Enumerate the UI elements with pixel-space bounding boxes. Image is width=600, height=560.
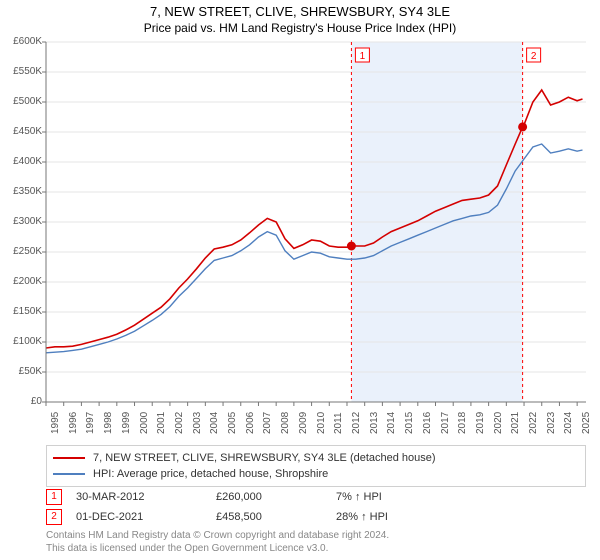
y-tick-label: £0: [0, 396, 42, 407]
y-tick-label: £150K: [0, 306, 42, 317]
x-tick-label: 2004: [209, 412, 220, 434]
legend-swatch-2: [53, 473, 85, 475]
x-tick-label: 2024: [563, 412, 574, 434]
x-tick-label: 2018: [457, 412, 468, 434]
x-tick-label: 2005: [227, 412, 238, 434]
y-tick-label: £500K: [0, 96, 42, 107]
x-tick-label: 2001: [156, 412, 167, 434]
x-tick-label: 1998: [103, 412, 114, 434]
transaction-price-2: £458,500: [216, 511, 336, 523]
x-tick-label: 2003: [192, 412, 203, 434]
x-tick-label: 2017: [440, 412, 451, 434]
svg-text:1: 1: [360, 51, 366, 62]
figure-root: 7, NEW STREET, CLIVE, SHREWSBURY, SY4 3L…: [0, 0, 600, 560]
footnote: Contains HM Land Registry data © Crown c…: [46, 530, 586, 555]
transaction-row-2: 2 01-DEC-2021 £458,500 28% ↑ HPI: [46, 508, 586, 526]
legend-row-series-1: 7, NEW STREET, CLIVE, SHREWSBURY, SY4 3L…: [53, 450, 579, 466]
y-tick-label: £100K: [0, 336, 42, 347]
legend-label-1: 7, NEW STREET, CLIVE, SHREWSBURY, SY4 3L…: [93, 452, 436, 464]
transaction-row-1: 1 30-MAR-2012 £260,000 7% ↑ HPI: [46, 488, 586, 506]
title-line-2: Price paid vs. HM Land Registry's House …: [0, 21, 600, 35]
x-tick-label: 2013: [369, 412, 380, 434]
x-tick-label: 2020: [493, 412, 504, 434]
y-tick-label: £550K: [0, 66, 42, 77]
chart-svg: 12: [46, 42, 586, 402]
y-tick-label: £400K: [0, 156, 42, 167]
transaction-date-2: 01-DEC-2021: [76, 511, 216, 523]
title-line-1: 7, NEW STREET, CLIVE, SHREWSBURY, SY4 3L…: [0, 4, 600, 19]
x-tick-label: 2011: [333, 412, 344, 434]
y-tick-label: £50K: [0, 366, 42, 377]
legend-box: 7, NEW STREET, CLIVE, SHREWSBURY, SY4 3L…: [46, 445, 586, 487]
x-tick-label: 2025: [581, 412, 592, 434]
y-tick-label: £300K: [0, 216, 42, 227]
x-tick-label: 2019: [475, 412, 486, 434]
x-tick-label: 2014: [386, 412, 397, 434]
x-tick-label: 2015: [404, 412, 415, 434]
x-tick-label: 2009: [298, 412, 309, 434]
legend-row-series-2: HPI: Average price, detached house, Shro…: [53, 466, 579, 482]
footnote-line-2: This data is licensed under the Open Gov…: [46, 543, 328, 554]
x-tick-label: 2010: [316, 412, 327, 434]
chart-plot-area: 12: [46, 42, 586, 402]
x-tick-label: 2002: [174, 412, 185, 434]
x-tick-label: 1997: [85, 412, 96, 434]
transaction-badge-1: 1: [46, 489, 62, 505]
svg-text:2: 2: [531, 51, 537, 62]
x-tick-label: 2023: [546, 412, 557, 434]
y-tick-label: £250K: [0, 246, 42, 257]
x-tick-label: 2007: [262, 412, 273, 434]
legend-swatch-1: [53, 457, 85, 459]
footnote-line-1: Contains HM Land Registry data © Crown c…: [46, 530, 389, 541]
x-tick-label: 1996: [68, 412, 79, 434]
y-tick-label: £200K: [0, 276, 42, 287]
x-tick-label: 2016: [422, 412, 433, 434]
transaction-delta-1: 7% ↑ HPI: [336, 491, 456, 503]
transaction-badge-2: 2: [46, 509, 62, 525]
x-tick-label: 2000: [139, 412, 150, 434]
x-tick-label: 2008: [280, 412, 291, 434]
x-tick-label: 1995: [50, 412, 61, 434]
x-tick-label: 2006: [245, 412, 256, 434]
y-tick-label: £600K: [0, 36, 42, 47]
transaction-price-1: £260,000: [216, 491, 336, 503]
y-tick-label: £350K: [0, 186, 42, 197]
x-tick-label: 2012: [351, 412, 362, 434]
transaction-date-1: 30-MAR-2012: [76, 491, 216, 503]
y-tick-label: £450K: [0, 126, 42, 137]
legend-label-2: HPI: Average price, detached house, Shro…: [93, 468, 328, 480]
x-tick-label: 2022: [528, 412, 539, 434]
title-block: 7, NEW STREET, CLIVE, SHREWSBURY, SY4 3L…: [0, 0, 600, 35]
x-tick-label: 1999: [121, 412, 132, 434]
x-tick-label: 2021: [510, 412, 521, 434]
transaction-delta-2: 28% ↑ HPI: [336, 511, 456, 523]
